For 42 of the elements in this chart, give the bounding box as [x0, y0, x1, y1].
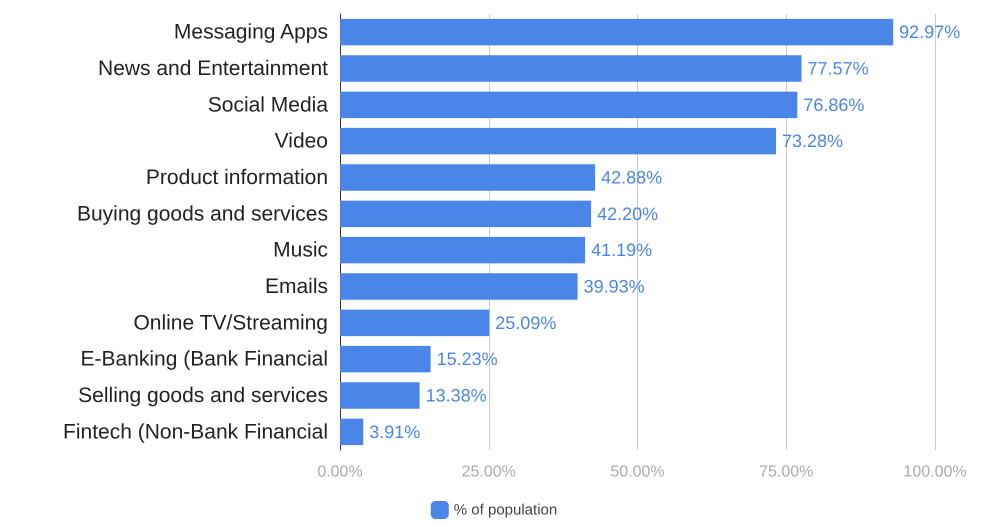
bar — [340, 382, 420, 409]
y-tick-label: Video — [274, 130, 328, 153]
x-tick-label: 0.00% — [317, 464, 363, 480]
data-label: 77.57% — [808, 58, 869, 78]
data-label: 42.20% — [597, 204, 658, 224]
data-label: 25.09% — [495, 312, 556, 333]
bar — [340, 236, 586, 264]
data-label: 42.88% — [601, 168, 662, 188]
y-tick-label: Selling goods and services — [78, 384, 328, 407]
y-tick-label: Messaging Apps — [174, 20, 328, 44]
data-label: 73.28% — [782, 131, 844, 152]
y-tick-label: Product information — [146, 166, 328, 189]
bar — [340, 92, 798, 118]
bar — [340, 55, 802, 82]
bar — [340, 310, 490, 336]
bar — [340, 346, 431, 372]
y-tick-label: News and Entertainment — [98, 57, 328, 80]
bar — [340, 128, 776, 154]
bar — [340, 18, 894, 46]
data-label: 76.86% — [803, 94, 864, 115]
data-label: 13.38% — [426, 386, 487, 406]
bar — [340, 273, 578, 300]
x-tick-label: 25.00% — [462, 464, 516, 480]
data-label: 41.19% — [591, 240, 652, 260]
bar — [340, 418, 364, 446]
legend-label: % of population — [454, 502, 558, 518]
data-label: 92.97% — [899, 22, 960, 42]
y-tick-label: Fintech (Non-Bank Financial — [63, 420, 328, 444]
y-tick-label: Emails — [264, 275, 328, 298]
x-tick-label: 75.00% — [759, 464, 814, 480]
y-tick-label: Music — [273, 238, 328, 262]
bar — [340, 164, 596, 191]
x-tick-label: 50.00% — [610, 464, 665, 480]
data-label: 39.93% — [584, 276, 645, 296]
bar — [340, 200, 592, 228]
y-tick-label: Buying goods and services — [77, 202, 328, 226]
y-tick-label: Online TV/Streaming — [133, 311, 328, 334]
data-label: 3.91% — [369, 422, 420, 442]
y-tick-label: E-Banking (Bank Financial — [80, 348, 328, 371]
y-tick-label: Social Media — [208, 93, 328, 116]
x-tick-label: 100.00% — [903, 464, 967, 480]
data-label: 15.23% — [436, 349, 498, 370]
